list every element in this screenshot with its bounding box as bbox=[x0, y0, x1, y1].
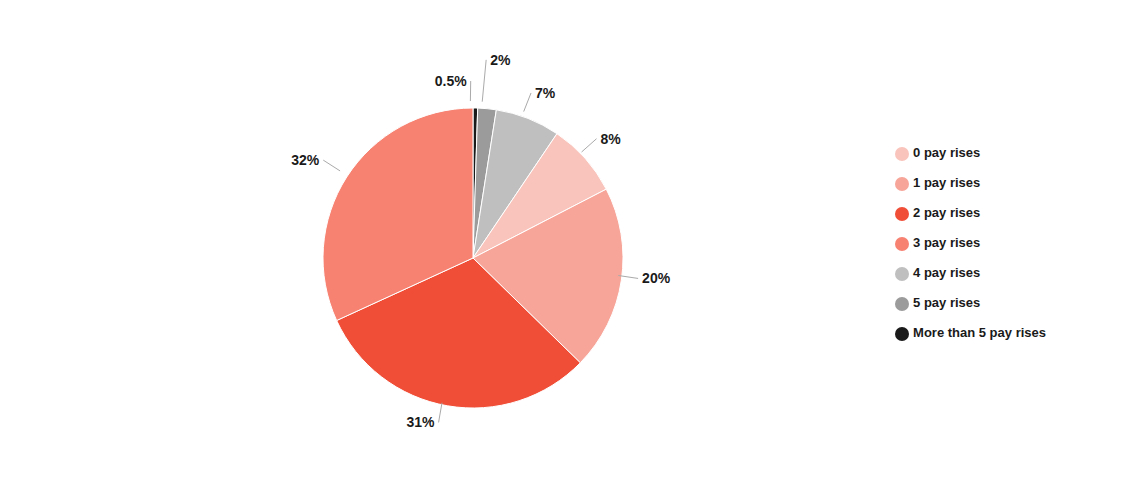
svg-text:2%: 2% bbox=[490, 52, 511, 68]
svg-text:8%: 8% bbox=[601, 131, 622, 147]
svg-text:7%: 7% bbox=[535, 85, 556, 101]
svg-text:32%: 32% bbox=[291, 152, 320, 168]
html-text:2 pay rises: 2 pay rises bbox=[913, 205, 981, 220]
html-text:4 pay rises: 4 pay rises bbox=[913, 265, 981, 280]
html-text:5 pay rises: 5 pay rises bbox=[913, 295, 981, 310]
html-text:0 pay rises: 0 pay rises bbox=[913, 145, 981, 160]
svg-text:31%: 31% bbox=[407, 414, 436, 430]
svg-text:20%: 20% bbox=[642, 270, 671, 286]
svg-text:0.5%: 0.5% bbox=[435, 73, 467, 89]
html-text:More than 5 pay rises: More than 5 pay rises bbox=[913, 325, 1046, 340]
html-text:1 pay rises: 1 pay rises bbox=[913, 175, 981, 190]
html-text:3 pay rises: 3 pay rises bbox=[913, 235, 981, 250]
